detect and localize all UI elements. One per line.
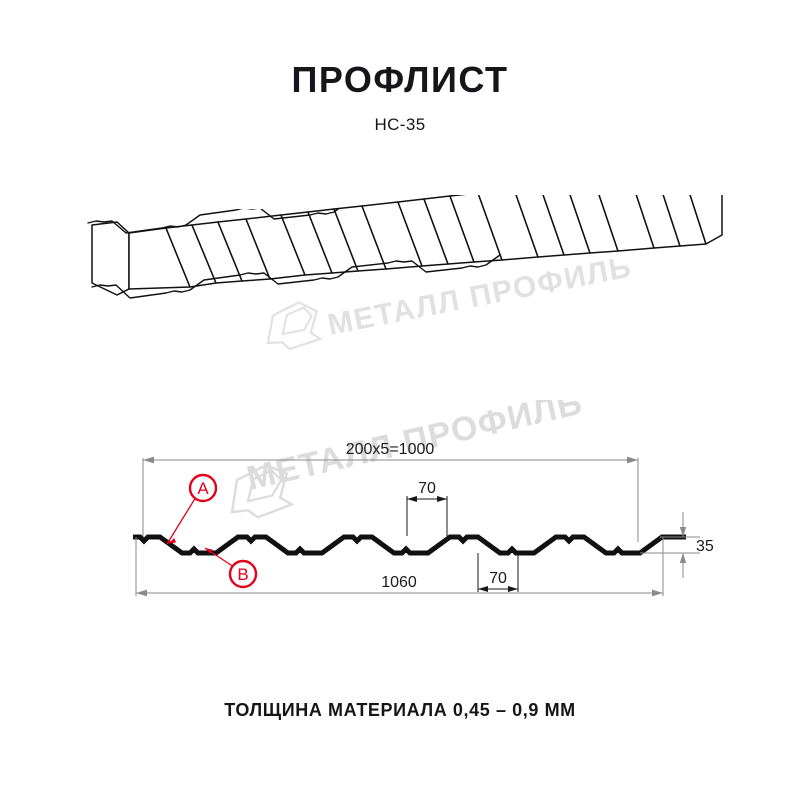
dimension-useful-width <box>142 456 639 542</box>
dimension-label-crest-flat: 70 <box>418 480 436 497</box>
dimension-overall-width <box>135 537 664 597</box>
isometric-overlay <box>87 209 501 299</box>
material-thickness-note: ТОЛЩИНА МАТЕРИАЛА 0,45 – 0,9 ММ <box>224 700 576 720</box>
callout-a[interactable]: A <box>166 473 218 545</box>
dimension-profile-height <box>640 512 700 578</box>
callout-b-circle[interactable] <box>228 559 258 589</box>
dimension-crest-flat <box>406 496 448 536</box>
watermark-section: МЕТАЛЛ ПРОФИЛЬ <box>230 400 586 519</box>
page-footer: ТОЛЩИНА МАТЕРИАЛА 0,45 – 0,9 ММ <box>0 700 800 722</box>
cross-section-view: МЕТАЛЛ ПРОФИЛЬ 200x5=1000 <box>0 400 800 630</box>
dimension-label-useful-width: 200x5=1000 <box>346 441 435 458</box>
page-title: ПРОФЛИСТ <box>291 59 509 100</box>
isometric-view: МЕТАЛЛ ПРОФИЛЬ <box>0 195 800 365</box>
dimension-label-profile-height: 35 <box>696 538 714 555</box>
profile-section-outline <box>133 534 686 556</box>
callout-a-circle[interactable] <box>188 473 218 503</box>
dimension-valley-flat <box>477 553 519 592</box>
isometric-sheet-art <box>91 195 723 296</box>
callout-b[interactable]: B <box>204 547 258 589</box>
callout-b-label: B <box>237 565 248 584</box>
page-subtitle: НС-35 <box>374 115 426 134</box>
page-header: ПРОФЛИСТ НС-35 <box>0 59 800 134</box>
callout-a-label: A <box>197 479 209 498</box>
dimension-label-valley-flat: 70 <box>489 570 507 587</box>
isometric-corrugation <box>87 209 501 299</box>
dimension-label-overall-width: 1060 <box>381 574 417 591</box>
